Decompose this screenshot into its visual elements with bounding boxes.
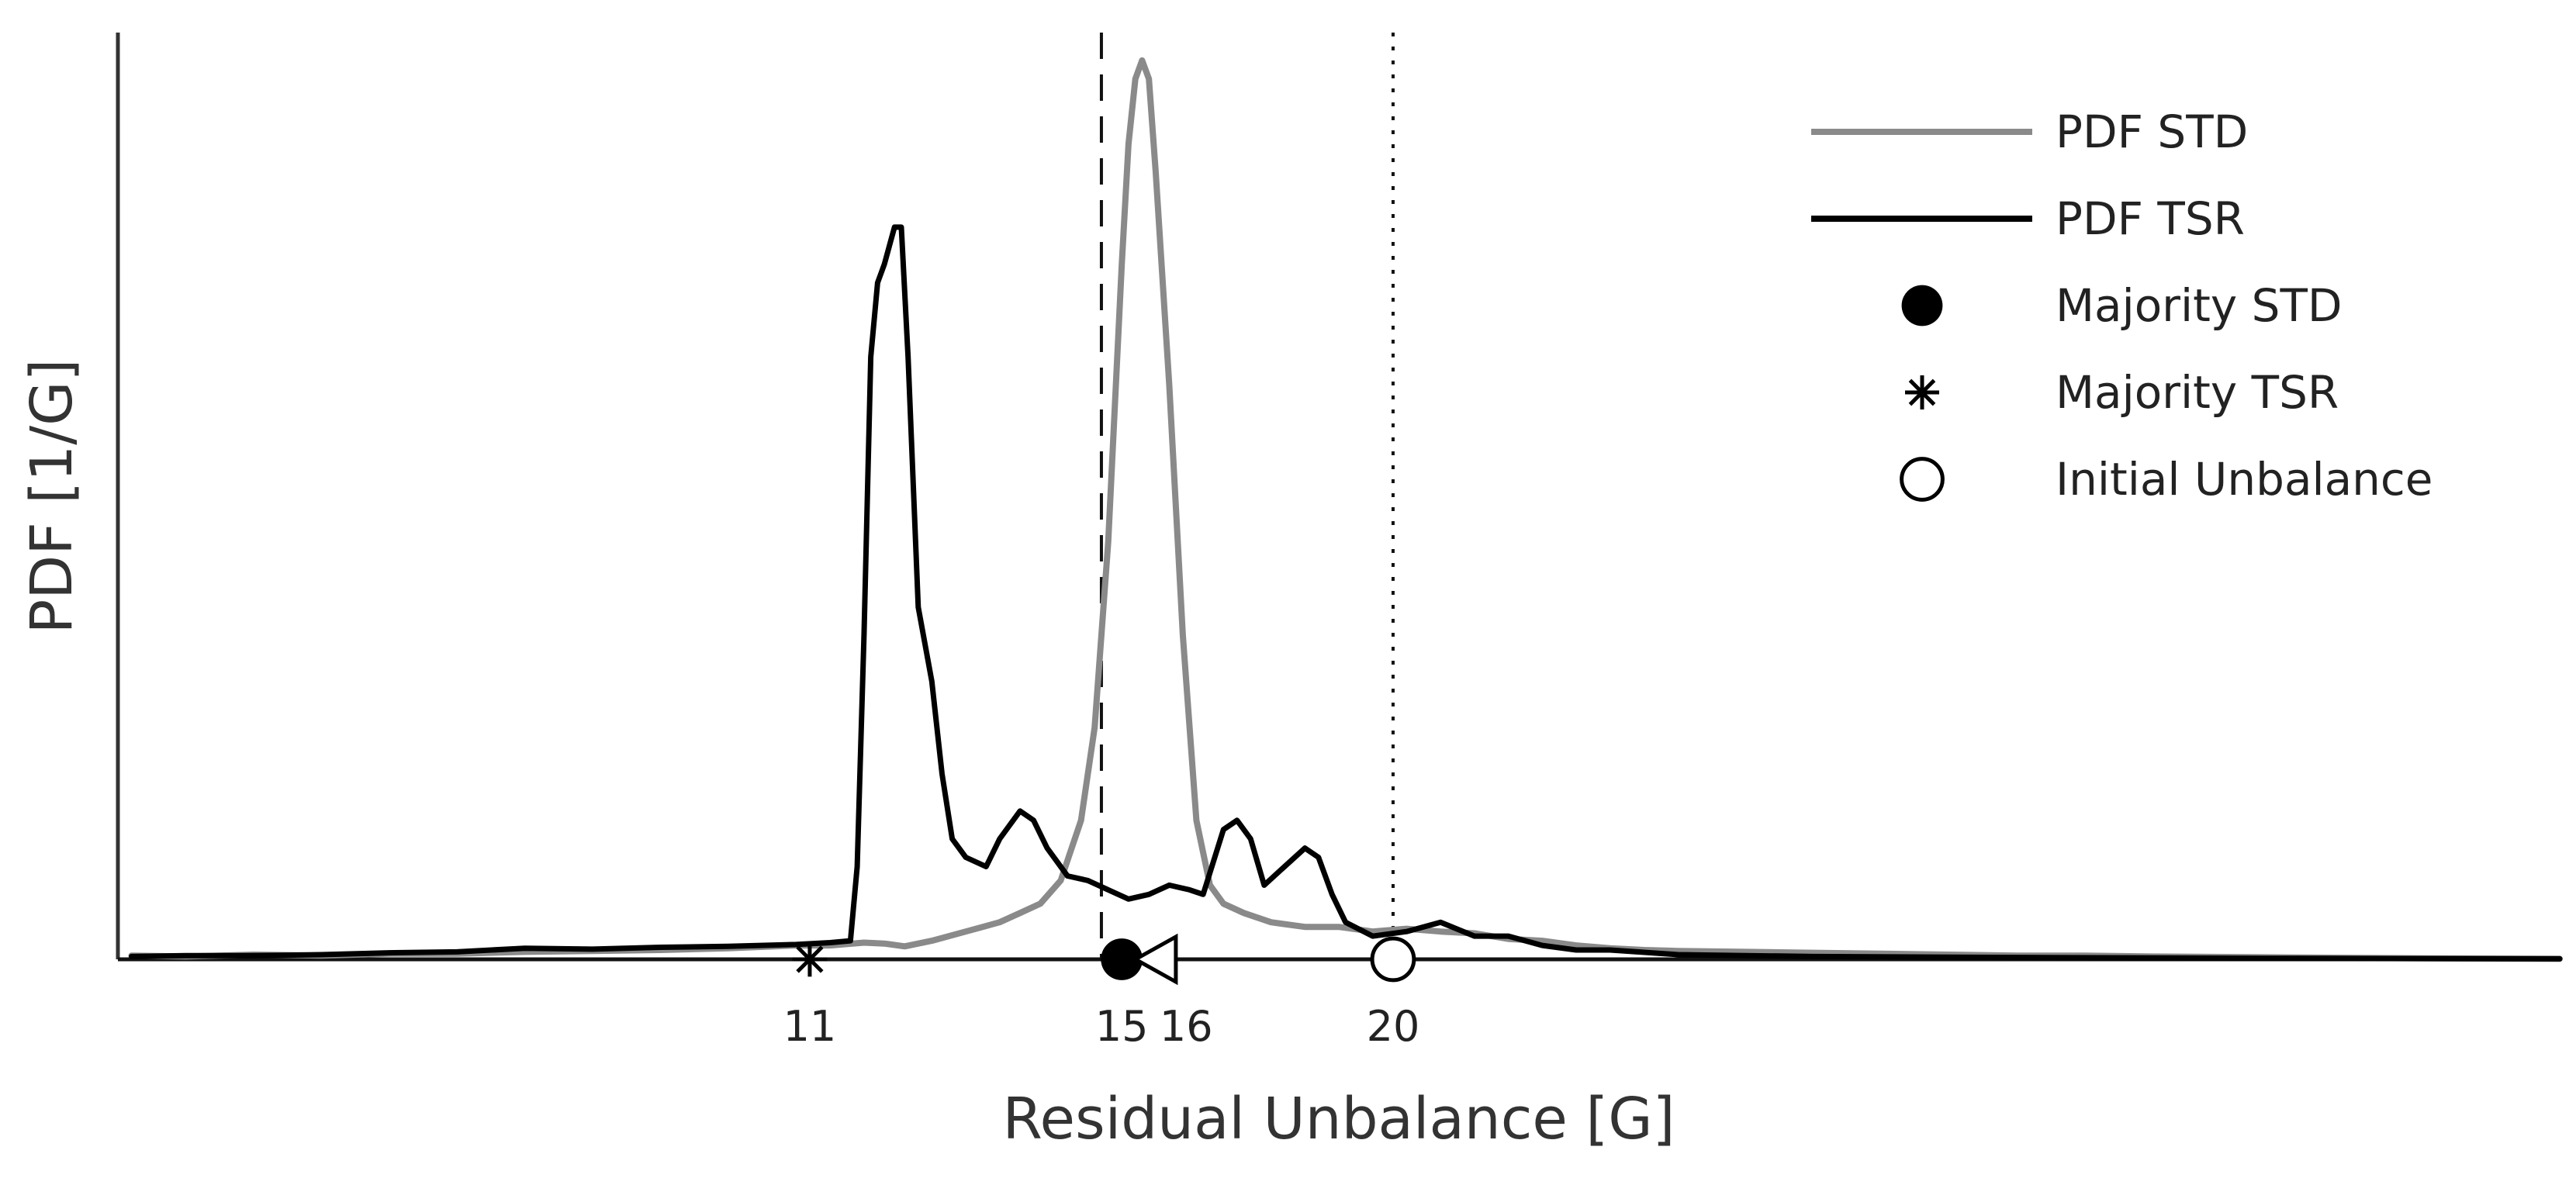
markers xyxy=(792,933,1416,986)
legend-swatch xyxy=(1905,375,1939,409)
series-lines xyxy=(128,57,2563,962)
x-tick-label: 11 xyxy=(783,1002,837,1051)
legend-swatch xyxy=(1901,285,1943,326)
x-tick-label: 16 xyxy=(1160,1002,1213,1051)
marker-open-triangle-left xyxy=(1131,933,1178,986)
marker-initial-unbalance xyxy=(1370,936,1416,983)
legend-label: PDF STD xyxy=(2056,105,2248,158)
legend-swatch xyxy=(1900,457,1945,502)
x-axis-label: Residual Unbalance [G] xyxy=(1002,1086,1675,1152)
x-tick-label: 20 xyxy=(1367,1002,1420,1051)
legend-label: Majority TSR xyxy=(2056,366,2339,419)
series-line-pdf-tsr xyxy=(129,224,2563,962)
legend-label: Initial Unbalance xyxy=(2056,453,2433,506)
legend-item: Initial Unbalance xyxy=(1900,453,2433,506)
x-tick-labels: 11 15 16 20 xyxy=(783,1002,1420,1051)
legend-item: Majority STD xyxy=(1901,279,2343,332)
legend-item: PDF STD xyxy=(1811,105,2248,158)
legend-item: Majority TSR xyxy=(1905,366,2339,419)
marker-majority-tsr xyxy=(792,941,828,977)
legend-item: PDF TSR xyxy=(1811,192,2245,245)
y-axis-label: PDF [1/G] xyxy=(19,359,85,634)
marker-majority-std xyxy=(1101,938,1143,980)
x-tick-label: 15 xyxy=(1095,1002,1149,1051)
reference-lines xyxy=(1099,33,1395,959)
legend: PDF STD PDF TSR Majority STD Majority TSR In… xyxy=(1811,105,2433,506)
legend-label: Majority STD xyxy=(2056,279,2343,332)
legend-label: PDF TSR xyxy=(2056,192,2245,245)
